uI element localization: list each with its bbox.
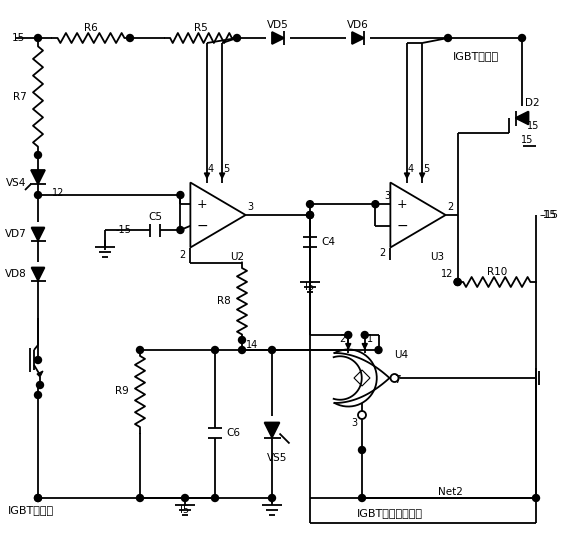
Circle shape [35, 357, 42, 364]
Circle shape [35, 494, 42, 501]
Text: R9: R9 [115, 386, 129, 397]
Text: 3: 3 [351, 418, 357, 428]
Text: 15: 15 [12, 33, 25, 43]
Circle shape [454, 279, 461, 286]
Circle shape [137, 346, 144, 353]
Text: C4: C4 [321, 237, 335, 247]
Text: D2: D2 [525, 98, 540, 108]
Polygon shape [352, 32, 364, 44]
Text: R10: R10 [487, 267, 507, 277]
Text: 3: 3 [247, 202, 254, 212]
Text: -15: -15 [540, 210, 557, 220]
Text: 5: 5 [423, 164, 430, 173]
Text: VD8: VD8 [5, 269, 27, 279]
Circle shape [375, 346, 382, 353]
Text: VS5: VS5 [267, 453, 287, 463]
Text: 14: 14 [246, 340, 258, 350]
Text: VD7: VD7 [5, 229, 27, 239]
Text: 2: 2 [179, 250, 186, 261]
Text: U2: U2 [230, 253, 245, 262]
Circle shape [445, 35, 451, 42]
Text: 2: 2 [448, 202, 454, 212]
Text: +: + [397, 198, 408, 211]
Text: C6: C6 [226, 428, 240, 438]
Text: Net2: Net2 [438, 487, 462, 497]
Text: U4: U4 [394, 350, 408, 360]
Circle shape [533, 494, 540, 501]
Polygon shape [32, 268, 45, 281]
Text: 3: 3 [384, 191, 390, 201]
Text: 7: 7 [394, 375, 401, 385]
Circle shape [361, 332, 368, 339]
Circle shape [345, 332, 352, 339]
Circle shape [454, 279, 461, 286]
Circle shape [519, 35, 526, 42]
Circle shape [36, 382, 43, 389]
Text: VD5: VD5 [267, 20, 289, 30]
Text: IGBT过流检测信号: IGBT过流检测信号 [357, 508, 423, 518]
Circle shape [239, 337, 246, 344]
Text: -15: -15 [541, 210, 558, 220]
Circle shape [127, 35, 134, 42]
Text: 4: 4 [408, 164, 414, 173]
Circle shape [35, 191, 42, 198]
Circle shape [212, 494, 219, 501]
Polygon shape [31, 170, 45, 184]
Circle shape [233, 35, 240, 42]
Text: VS4: VS4 [6, 178, 26, 188]
Text: 5: 5 [223, 164, 229, 173]
Text: −: − [397, 219, 408, 233]
Text: R5: R5 [194, 23, 208, 33]
Text: VD6: VD6 [347, 20, 369, 30]
Text: 15: 15 [521, 135, 533, 145]
Text: R7: R7 [13, 92, 27, 101]
Circle shape [177, 227, 184, 234]
Text: I5: I5 [305, 282, 315, 292]
Text: 12: 12 [441, 269, 454, 279]
Circle shape [35, 391, 42, 398]
Text: C5: C5 [148, 212, 162, 222]
Circle shape [306, 201, 314, 208]
Circle shape [359, 494, 366, 501]
Polygon shape [37, 371, 43, 377]
Text: -15: -15 [115, 225, 131, 235]
Circle shape [268, 346, 275, 353]
Text: 2: 2 [339, 334, 345, 344]
Circle shape [137, 494, 144, 501]
Text: 1: 1 [367, 334, 373, 344]
Text: U3: U3 [431, 253, 445, 262]
Text: 4: 4 [208, 164, 214, 173]
Circle shape [239, 346, 246, 353]
Polygon shape [516, 112, 529, 125]
Circle shape [359, 447, 366, 454]
Circle shape [177, 191, 184, 198]
Polygon shape [272, 32, 284, 44]
Polygon shape [32, 228, 45, 241]
Polygon shape [264, 423, 280, 437]
Circle shape [268, 494, 275, 501]
Circle shape [306, 211, 314, 218]
Circle shape [372, 201, 379, 208]
Text: 12: 12 [52, 188, 64, 198]
Text: +: + [197, 198, 207, 211]
Circle shape [306, 211, 314, 218]
Text: IGBT集电极: IGBT集电极 [453, 51, 499, 61]
Text: I5: I5 [180, 505, 189, 515]
Text: 2: 2 [379, 248, 386, 259]
Text: −: − [196, 219, 208, 233]
Circle shape [35, 494, 42, 501]
Circle shape [35, 35, 42, 42]
Circle shape [212, 346, 219, 353]
Text: IGBT发射极: IGBT发射极 [8, 505, 54, 515]
Circle shape [35, 152, 42, 158]
Text: R6: R6 [84, 23, 98, 33]
Text: R8: R8 [217, 296, 231, 306]
Circle shape [182, 494, 189, 501]
Text: 15: 15 [527, 121, 539, 131]
